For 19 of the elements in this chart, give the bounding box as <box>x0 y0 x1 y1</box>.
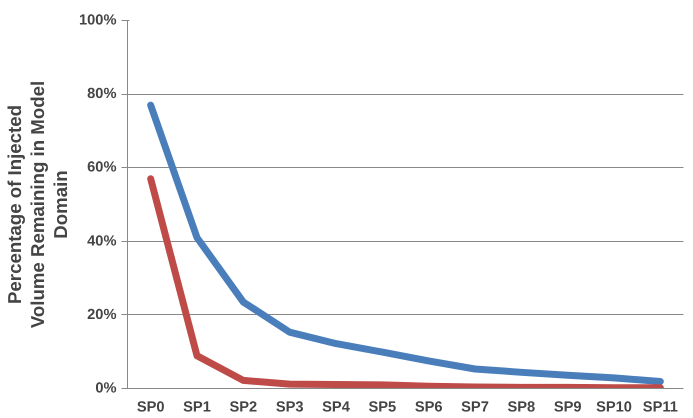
x-tick-label: SP3 <box>276 400 304 416</box>
y-tick-label: 80% <box>87 86 117 102</box>
y-tick-label: 0% <box>95 380 117 396</box>
y-tick-label: 20% <box>87 306 117 323</box>
x-tick-label: SP4 <box>322 400 351 416</box>
x-tick-label: SP8 <box>507 400 536 416</box>
x-tick-label: SP6 <box>414 400 443 416</box>
x-tick-label: SP7 <box>461 400 489 416</box>
y-tick-label: 60% <box>87 160 117 176</box>
y-tick-label: 40% <box>87 233 117 250</box>
x-tick-label: SP10 <box>596 400 632 416</box>
x-tick-label: SP2 <box>229 400 258 416</box>
x-tick-label: SP11 <box>642 400 678 416</box>
y-axis-title: Percentage of Injected Volume Remaining in Model Domain <box>4 80 72 328</box>
x-tick-label: SP5 <box>368 400 396 416</box>
x-tick-label: SP0 <box>136 400 165 416</box>
x-tick-label: SP9 <box>554 400 582 416</box>
x-tick-label: SP1 <box>183 400 211 416</box>
y-tick-label: 100% <box>79 12 117 28</box>
